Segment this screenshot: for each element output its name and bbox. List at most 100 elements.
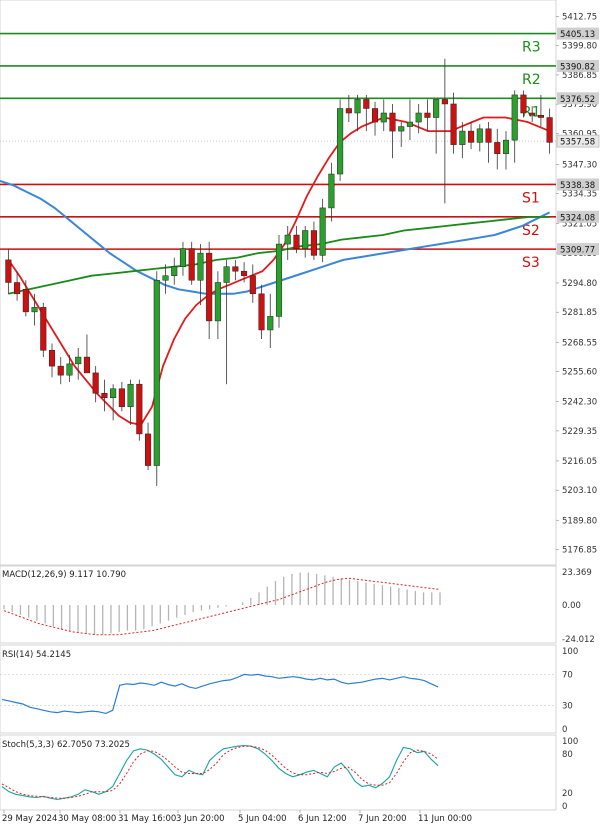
candle-body <box>494 142 501 154</box>
y-tick-label: 5321.05 <box>562 220 597 230</box>
stoch-y-tick-label: 0 <box>562 802 567 812</box>
level-name-r2: R2 <box>522 72 541 88</box>
candle-body <box>406 121 413 127</box>
stoch-panel-frame <box>0 734 557 811</box>
macd-y-tick-label: 0.00 <box>562 601 581 611</box>
ma-mid-series <box>0 179 551 295</box>
candle-body <box>214 282 221 322</box>
x-tick-label: 6 Jun 12:00 <box>298 814 347 824</box>
candle-body <box>206 252 213 322</box>
candle-body <box>363 99 370 109</box>
candle-body <box>284 234 291 245</box>
candle-body <box>398 126 405 132</box>
level-price-tag <box>557 210 599 223</box>
candle-body <box>476 128 483 143</box>
x-tick-label: 5 Jun 04:00 <box>238 814 287 824</box>
candle-body <box>502 139 510 154</box>
candle-body <box>459 130 466 145</box>
level-price-tag <box>557 27 599 40</box>
level-name-s2: S2 <box>522 223 540 239</box>
level-name-s1: S1 <box>522 190 540 206</box>
level-price-label: 5376.52 <box>560 95 595 105</box>
candle-body <box>75 356 82 365</box>
candle-body <box>83 356 90 374</box>
candle-body <box>57 365 64 376</box>
candle-body <box>31 307 38 313</box>
candle-body <box>249 275 256 295</box>
candle-body <box>537 115 544 118</box>
candle-body <box>162 275 169 281</box>
candle-body <box>310 230 317 256</box>
x-tick-label: 30 May 08:00 <box>58 814 116 824</box>
candle-body <box>485 128 492 143</box>
candle-body <box>197 252 204 281</box>
current-price-tag <box>556 134 600 148</box>
x-tick-label: 11 Jun 00:00 <box>418 814 472 824</box>
candle-body <box>380 112 387 123</box>
candle-body <box>433 99 440 118</box>
y-tick-label: 5386.85 <box>562 71 597 81</box>
candle-body <box>188 248 195 281</box>
y-tick-label: 5373.90 <box>562 100 597 110</box>
candle-body <box>179 248 187 267</box>
x-tick-label: 29 May 2024 <box>2 814 57 824</box>
y-tick-label: 5334.35 <box>562 190 597 200</box>
candle-body <box>441 99 448 105</box>
candle-body <box>5 259 12 283</box>
y-tick-label: 5216.05 <box>562 457 597 467</box>
candle-body <box>171 266 178 276</box>
candle-body <box>293 234 300 249</box>
level-price-label: 5390.82 <box>560 62 595 72</box>
candle-body <box>101 392 108 399</box>
level-price-label: 5324.08 <box>560 213 595 223</box>
level-price-label: 5405.13 <box>560 30 595 40</box>
candle-body <box>354 99 361 114</box>
level-name-r1: R1 <box>522 104 541 120</box>
level-price-label: 5309.77 <box>560 246 595 256</box>
candle-body <box>345 108 352 114</box>
y-tick-label: 5281.85 <box>562 308 597 318</box>
candle-body <box>232 266 239 272</box>
macd-y-tick-label: -24.012 <box>562 635 595 645</box>
current-price-label: 5357.58 <box>560 138 595 148</box>
rsi-title: RSI(14) 54.2145 <box>2 650 71 660</box>
y-tick-label: 5412.75 <box>562 12 597 22</box>
stoch-y-tick-label: 20 <box>562 789 573 799</box>
candle-body <box>337 108 344 175</box>
candle-body <box>22 289 29 313</box>
candle-body <box>136 383 143 435</box>
candle-body <box>241 270 248 276</box>
y-tick-label: 5242.30 <box>562 398 597 408</box>
level-name-s3: S3 <box>522 255 540 271</box>
y-tick-label: 5189.80 <box>562 516 597 526</box>
y-tick-label: 5203.10 <box>562 486 597 496</box>
candle-body <box>118 388 125 408</box>
level-price-tag <box>557 59 599 72</box>
candle-body <box>546 117 553 143</box>
y-tick-label: 5255.60 <box>562 368 597 378</box>
stoch-y-tick-label: 80 <box>562 750 573 760</box>
rsi-y-tick-label: 70 <box>562 670 573 680</box>
candle-body <box>40 307 47 351</box>
candle-body <box>302 230 309 249</box>
level-price-tag <box>557 92 599 105</box>
stoch-d-line <box>1 745 439 799</box>
rsi-line <box>1 673 439 715</box>
y-tick-label: 5176.85 <box>562 546 597 556</box>
y-tick-label: 5268.55 <box>562 338 597 348</box>
macd-y-tick-label: 23.369 <box>562 568 592 578</box>
candle-body <box>153 279 160 466</box>
candle-body <box>48 350 56 367</box>
candle-body <box>14 282 21 295</box>
candle-body <box>529 112 536 116</box>
candle-body <box>328 173 335 209</box>
candle-body <box>223 266 230 283</box>
candle-body <box>371 108 379 123</box>
candle-body <box>389 112 396 132</box>
y-tick-label: 5294.80 <box>562 279 597 289</box>
candle-body <box>468 130 475 143</box>
candle-body <box>450 103 457 145</box>
y-tick-label: 5229.35 <box>562 427 597 437</box>
candle-body <box>267 316 274 331</box>
